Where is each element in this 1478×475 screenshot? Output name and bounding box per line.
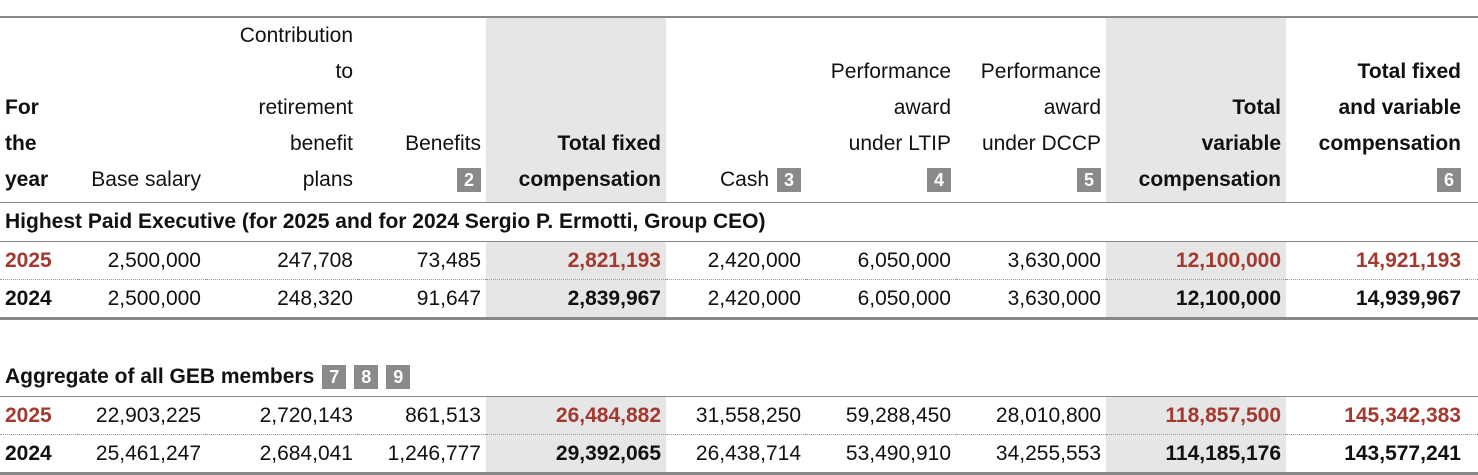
cell-dccp: 3,630,000 bbox=[956, 241, 1106, 280]
section-title: Highest Paid Executive (for 2025 and for… bbox=[0, 202, 1478, 242]
cell-spacer bbox=[1466, 241, 1478, 280]
header-overflow bbox=[1466, 16, 1478, 203]
cell-benefits: 73,485 bbox=[358, 241, 486, 280]
footnote-badge: 7 bbox=[322, 365, 347, 390]
cell-total-variable: 118,857,500 bbox=[1106, 396, 1286, 435]
table-row: 2025 2,500,000 247,708 73,485 2,821,193 … bbox=[0, 241, 1478, 280]
cell-total-fixed: 29,392,065 bbox=[486, 434, 666, 475]
row-year: 2025 bbox=[0, 241, 78, 280]
footnote-badge: 5 bbox=[1077, 168, 1101, 193]
footnote-badge: 2 bbox=[457, 168, 481, 193]
cell-spacer bbox=[1466, 434, 1478, 475]
section-title: Aggregate of all GEB members bbox=[5, 364, 315, 388]
row-year: 2025 bbox=[0, 396, 78, 435]
cell-contribution: 248,320 bbox=[206, 279, 358, 320]
footnote-badge: 3 bbox=[777, 168, 801, 193]
cell-total-all: 143,577,241 bbox=[1286, 434, 1466, 475]
cell-dccp: 28,010,800 bbox=[956, 396, 1106, 435]
cell-ltip: 59,288,450 bbox=[806, 396, 956, 435]
cell-total-all: 145,342,383 bbox=[1286, 396, 1466, 435]
cell-benefits: 91,647 bbox=[358, 279, 486, 320]
cell-ltip: 6,050,000 bbox=[806, 241, 956, 280]
header-row: For the year Base salary Contribution to ret… bbox=[0, 16, 1478, 203]
footnote-badge: 9 bbox=[386, 365, 411, 390]
footnote-badge: 4 bbox=[927, 168, 951, 193]
cell-cash: 2,420,000 bbox=[666, 279, 806, 320]
spacer-row bbox=[0, 319, 1478, 359]
cell-total-all: 14,939,967 bbox=[1286, 279, 1466, 320]
section-heading: Highest Paid Executive (for 2025 and for… bbox=[0, 202, 1478, 242]
cell-dccp: 3,630,000 bbox=[956, 279, 1106, 320]
footnote-badge: 8 bbox=[354, 365, 379, 390]
header-year: For the year bbox=[0, 16, 78, 203]
cell-ltip: 6,050,000 bbox=[806, 279, 956, 320]
cell-total-fixed: 26,484,882 bbox=[486, 396, 666, 435]
cell-spacer bbox=[1466, 279, 1478, 320]
row-year: 2024 bbox=[0, 434, 78, 475]
cell-base: 2,500,000 bbox=[78, 279, 206, 320]
table-row: 2024 25,461,247 2,684,041 1,246,777 29,3… bbox=[0, 434, 1478, 475]
cell-total-all: 14,921,193 bbox=[1286, 241, 1466, 280]
header-ltip: Performance award under LTIP 4 bbox=[806, 16, 956, 203]
header-dccp: Performance award under DCCP 5 bbox=[956, 16, 1106, 203]
compensation-table: For the year Base salary Contribution to ret… bbox=[0, 16, 1478, 475]
row-year: 2024 bbox=[0, 279, 78, 320]
header-total-fixed-variable: Total fixed and variable compensation 6 bbox=[1286, 16, 1466, 203]
cell-spacer bbox=[1466, 396, 1478, 435]
cell-base: 2,500,000 bbox=[78, 241, 206, 280]
cell-total-fixed: 2,821,193 bbox=[486, 241, 666, 280]
cell-total-variable: 12,100,000 bbox=[1106, 241, 1286, 280]
table-row: 2025 22,903,225 2,720,143 861,513 26,484… bbox=[0, 396, 1478, 435]
header-contribution: Contribution to retirement benefit plans bbox=[206, 16, 358, 203]
cell-benefits: 1,246,777 bbox=[358, 434, 486, 475]
cell-base: 25,461,247 bbox=[78, 434, 206, 475]
cell-total-variable: 114,185,176 bbox=[1106, 434, 1286, 475]
header-benefits: Benefits 2 bbox=[358, 16, 486, 203]
cell-ltip: 53,490,910 bbox=[806, 434, 956, 475]
section-title-cell: Aggregate of all GEB members 7 8 9 bbox=[0, 358, 1478, 397]
header-base-salary: Base salary bbox=[78, 16, 206, 203]
cell-base: 22,903,225 bbox=[78, 396, 206, 435]
cell-cash: 26,438,714 bbox=[666, 434, 806, 475]
header-total-fixed: Total fixed compensation bbox=[486, 16, 666, 203]
cell-total-variable: 12,100,000 bbox=[1106, 279, 1286, 320]
cell-dccp: 34,255,553 bbox=[956, 434, 1106, 475]
cell-benefits: 861,513 bbox=[358, 396, 486, 435]
cell-contribution: 247,708 bbox=[206, 241, 358, 280]
cell-cash: 31,558,250 bbox=[666, 396, 806, 435]
section-heading: Aggregate of all GEB members 7 8 9 bbox=[0, 358, 1478, 397]
table-row: 2024 2,500,000 248,320 91,647 2,839,967 … bbox=[0, 279, 1478, 320]
cell-cash: 2,420,000 bbox=[666, 241, 806, 280]
footnote-badge: 6 bbox=[1437, 168, 1461, 193]
header-total-variable: Total variable compensation bbox=[1106, 16, 1286, 203]
header-cash: Cash 3 bbox=[666, 16, 806, 203]
cell-contribution: 2,720,143 bbox=[206, 396, 358, 435]
cell-total-fixed: 2,839,967 bbox=[486, 279, 666, 320]
cell-contribution: 2,684,041 bbox=[206, 434, 358, 475]
